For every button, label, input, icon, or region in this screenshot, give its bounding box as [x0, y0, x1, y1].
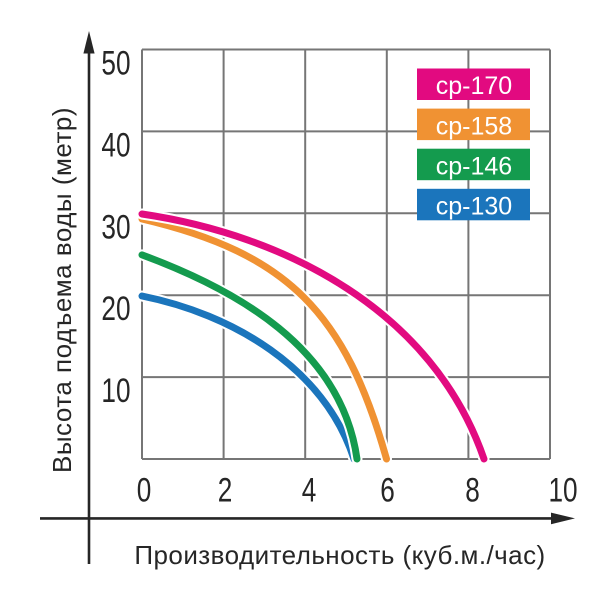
svg-text:10: 10: [101, 373, 130, 410]
svg-text:0: 0: [137, 472, 152, 509]
svg-text:ср-158: ср-158: [436, 112, 512, 140]
svg-text:ср-170: ср-170: [436, 72, 512, 100]
svg-text:4: 4: [302, 472, 317, 509]
svg-text:2: 2: [218, 472, 233, 509]
svg-text:8: 8: [465, 472, 480, 509]
svg-text:Производительность (куб.м./час: Производительность (куб.м./час): [134, 540, 545, 570]
svg-text:40: 40: [101, 127, 130, 164]
svg-text:ср-130: ср-130: [436, 193, 512, 221]
svg-text:Высота подъема воды (метр): Высота подъема воды (метр): [47, 107, 77, 473]
svg-text:ср-146: ср-146: [436, 152, 512, 180]
svg-text:30: 30: [101, 209, 130, 246]
svg-text:10: 10: [548, 472, 577, 509]
svg-text:50: 50: [101, 45, 130, 82]
svg-text:20: 20: [101, 291, 130, 328]
svg-text:6: 6: [380, 472, 395, 509]
